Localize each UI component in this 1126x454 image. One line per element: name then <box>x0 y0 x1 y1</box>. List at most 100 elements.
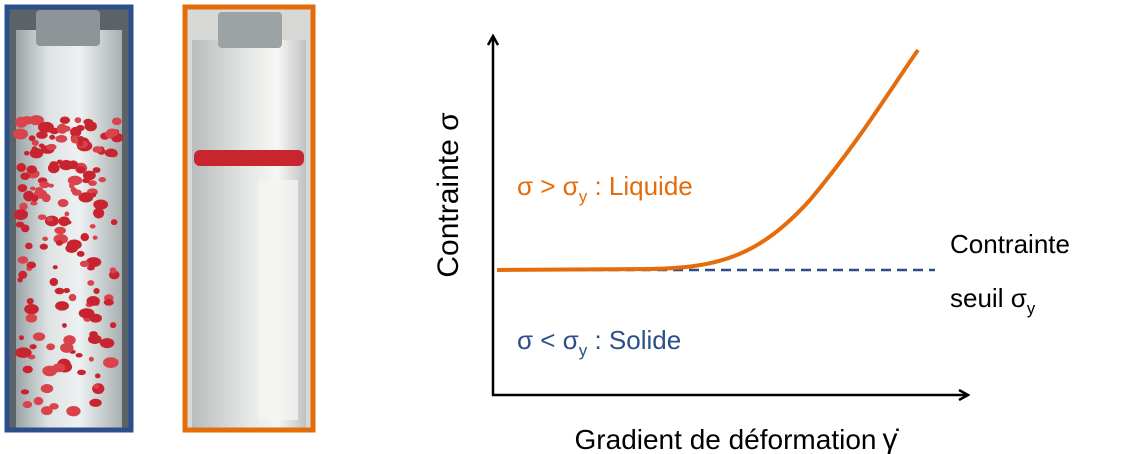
bead <box>47 163 60 174</box>
bead <box>88 334 102 345</box>
bead <box>17 256 29 264</box>
bead <box>106 128 118 138</box>
bead <box>17 184 28 193</box>
bead <box>39 181 50 189</box>
bead <box>14 347 32 358</box>
bead <box>88 356 94 362</box>
bead <box>109 322 117 329</box>
label-text: σ < σ <box>517 325 579 355</box>
bead <box>38 143 45 148</box>
solid-label: σ < σy : Solide <box>517 325 681 360</box>
bead <box>40 383 54 394</box>
bead <box>88 180 97 186</box>
bead <box>33 396 44 406</box>
bead <box>71 189 82 196</box>
bead <box>22 365 33 374</box>
bead <box>30 200 38 206</box>
bead <box>18 270 28 279</box>
bead <box>42 236 49 241</box>
bead <box>93 288 100 295</box>
highlight <box>258 180 298 420</box>
x-axis-label: Gradient de déformation γ̇ <box>575 423 900 454</box>
bead <box>111 117 122 126</box>
bead <box>20 172 30 180</box>
bead <box>37 214 47 220</box>
bead <box>49 134 56 140</box>
label-text: σ > σ <box>517 171 579 201</box>
bead <box>57 198 69 208</box>
bead <box>80 233 90 242</box>
y-axis-label: Contrainte σ <box>432 112 465 278</box>
bead <box>24 303 39 315</box>
bead <box>63 288 71 294</box>
bead <box>49 277 59 287</box>
bead <box>26 297 34 305</box>
bead <box>13 209 28 220</box>
label-suffix: : Solide <box>587 325 681 355</box>
bead <box>56 123 68 134</box>
bead <box>92 235 98 240</box>
liquid-label: σ > σy : Liquide <box>517 171 693 206</box>
bead <box>46 343 56 351</box>
x-axis-label-text: Gradient de déformation <box>575 424 877 454</box>
bead <box>103 357 119 369</box>
bead <box>30 194 39 202</box>
beads <box>13 115 124 417</box>
frame <box>182 4 316 433</box>
bead <box>77 140 84 147</box>
bead <box>39 243 48 250</box>
bead <box>31 139 39 146</box>
bead <box>74 117 82 124</box>
bead <box>29 344 37 350</box>
frame <box>4 4 134 433</box>
bead <box>89 224 96 229</box>
bead <box>109 267 117 274</box>
bead <box>34 187 44 194</box>
bead <box>93 207 105 219</box>
bead <box>79 260 90 268</box>
bead <box>49 403 59 410</box>
bead <box>63 335 76 346</box>
bead <box>86 296 100 306</box>
bead <box>55 240 63 246</box>
bead <box>40 406 53 416</box>
bead <box>76 166 86 174</box>
bead <box>85 257 102 268</box>
y-axis-label-text: Contrainte σ <box>432 112 465 278</box>
bead <box>46 143 57 151</box>
bead <box>55 301 69 311</box>
bead <box>54 226 66 235</box>
bead <box>83 118 94 126</box>
bead <box>52 265 58 270</box>
label-subscript: y <box>579 341 588 360</box>
bead <box>77 136 85 142</box>
bead <box>19 202 28 211</box>
threshold-label-2: seuil σy <box>950 283 1036 318</box>
bead <box>92 167 101 173</box>
photo-solid <box>182 4 316 433</box>
bead <box>82 170 96 181</box>
bead <box>59 116 71 124</box>
bead <box>68 160 79 170</box>
bead <box>66 239 82 250</box>
bead <box>77 369 86 376</box>
bead <box>15 221 25 228</box>
bead <box>104 148 118 158</box>
bead <box>16 163 27 172</box>
bead <box>52 363 66 373</box>
bead <box>25 313 38 323</box>
bead <box>68 293 77 302</box>
bead <box>54 287 65 295</box>
bead <box>56 159 63 165</box>
bead <box>36 131 48 139</box>
bead <box>82 177 90 184</box>
bead <box>37 121 54 133</box>
bead <box>23 150 30 156</box>
threshold-label-1: Contrainte <box>950 229 1070 259</box>
bead <box>89 398 102 407</box>
cap <box>36 10 100 46</box>
bead <box>61 323 67 328</box>
bead <box>110 219 118 226</box>
bead <box>87 280 95 286</box>
